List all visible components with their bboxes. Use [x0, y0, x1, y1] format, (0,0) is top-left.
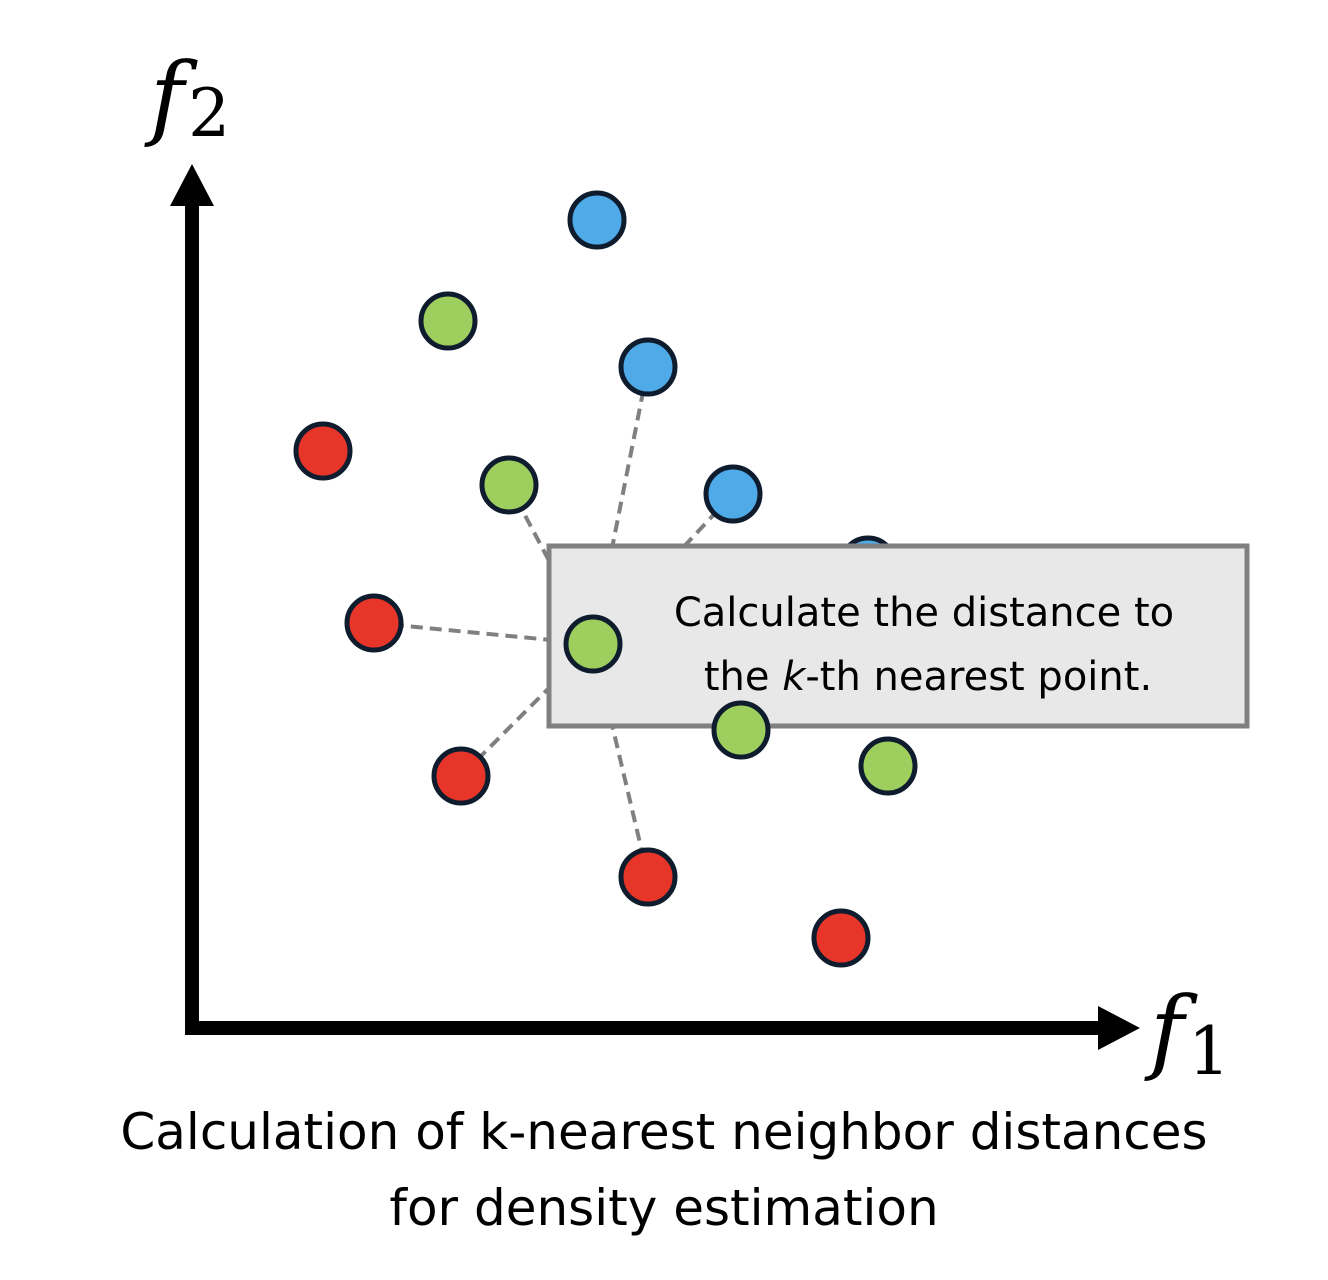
x-axis-label: f1: [1144, 977, 1230, 1090]
distance-line-to-red-lower-left: [459, 642, 595, 778]
callout-line-2-pre: the: [704, 654, 782, 700]
callout-k-italic: k: [782, 654, 807, 700]
red-point: [293, 421, 353, 481]
x-axis-arrowhead: [1098, 1006, 1140, 1050]
red-point: [431, 746, 491, 806]
red-point: [344, 593, 404, 653]
blue-point: [567, 190, 627, 250]
callout: Calculate the distance to the k-th neare…: [546, 543, 1250, 729]
points: [293, 190, 918, 968]
caption-line-2: for density estimation: [389, 1179, 939, 1237]
green-point: [479, 455, 539, 515]
caption-line-1: Calculation of k-nearest neighbor distan…: [120, 1103, 1208, 1161]
blue-point: [703, 464, 763, 524]
callout-line-2-post: -th nearest point.: [805, 654, 1152, 700]
axes: [170, 164, 1140, 1050]
green-point: [858, 736, 918, 796]
y-axis-label-subscript: 2: [188, 75, 230, 152]
y-axis-label: f2: [144, 43, 230, 152]
callout-line-2: the k-th nearest point.: [704, 654, 1152, 700]
y-axis-arrowhead: [170, 164, 214, 206]
caption: Calculation of k-nearest neighbor distan…: [0, 1094, 1328, 1246]
green-point: [418, 291, 478, 351]
red-point: [618, 847, 678, 907]
x-axis-label-subscript: 1: [1188, 1013, 1230, 1090]
callout-box: [546, 543, 1250, 729]
callout-line-1: Calculate the distance to: [674, 590, 1174, 636]
red-point: [811, 908, 871, 968]
blue-point: [618, 337, 678, 397]
green-point: [711, 700, 771, 760]
query-point-green: [563, 614, 623, 674]
